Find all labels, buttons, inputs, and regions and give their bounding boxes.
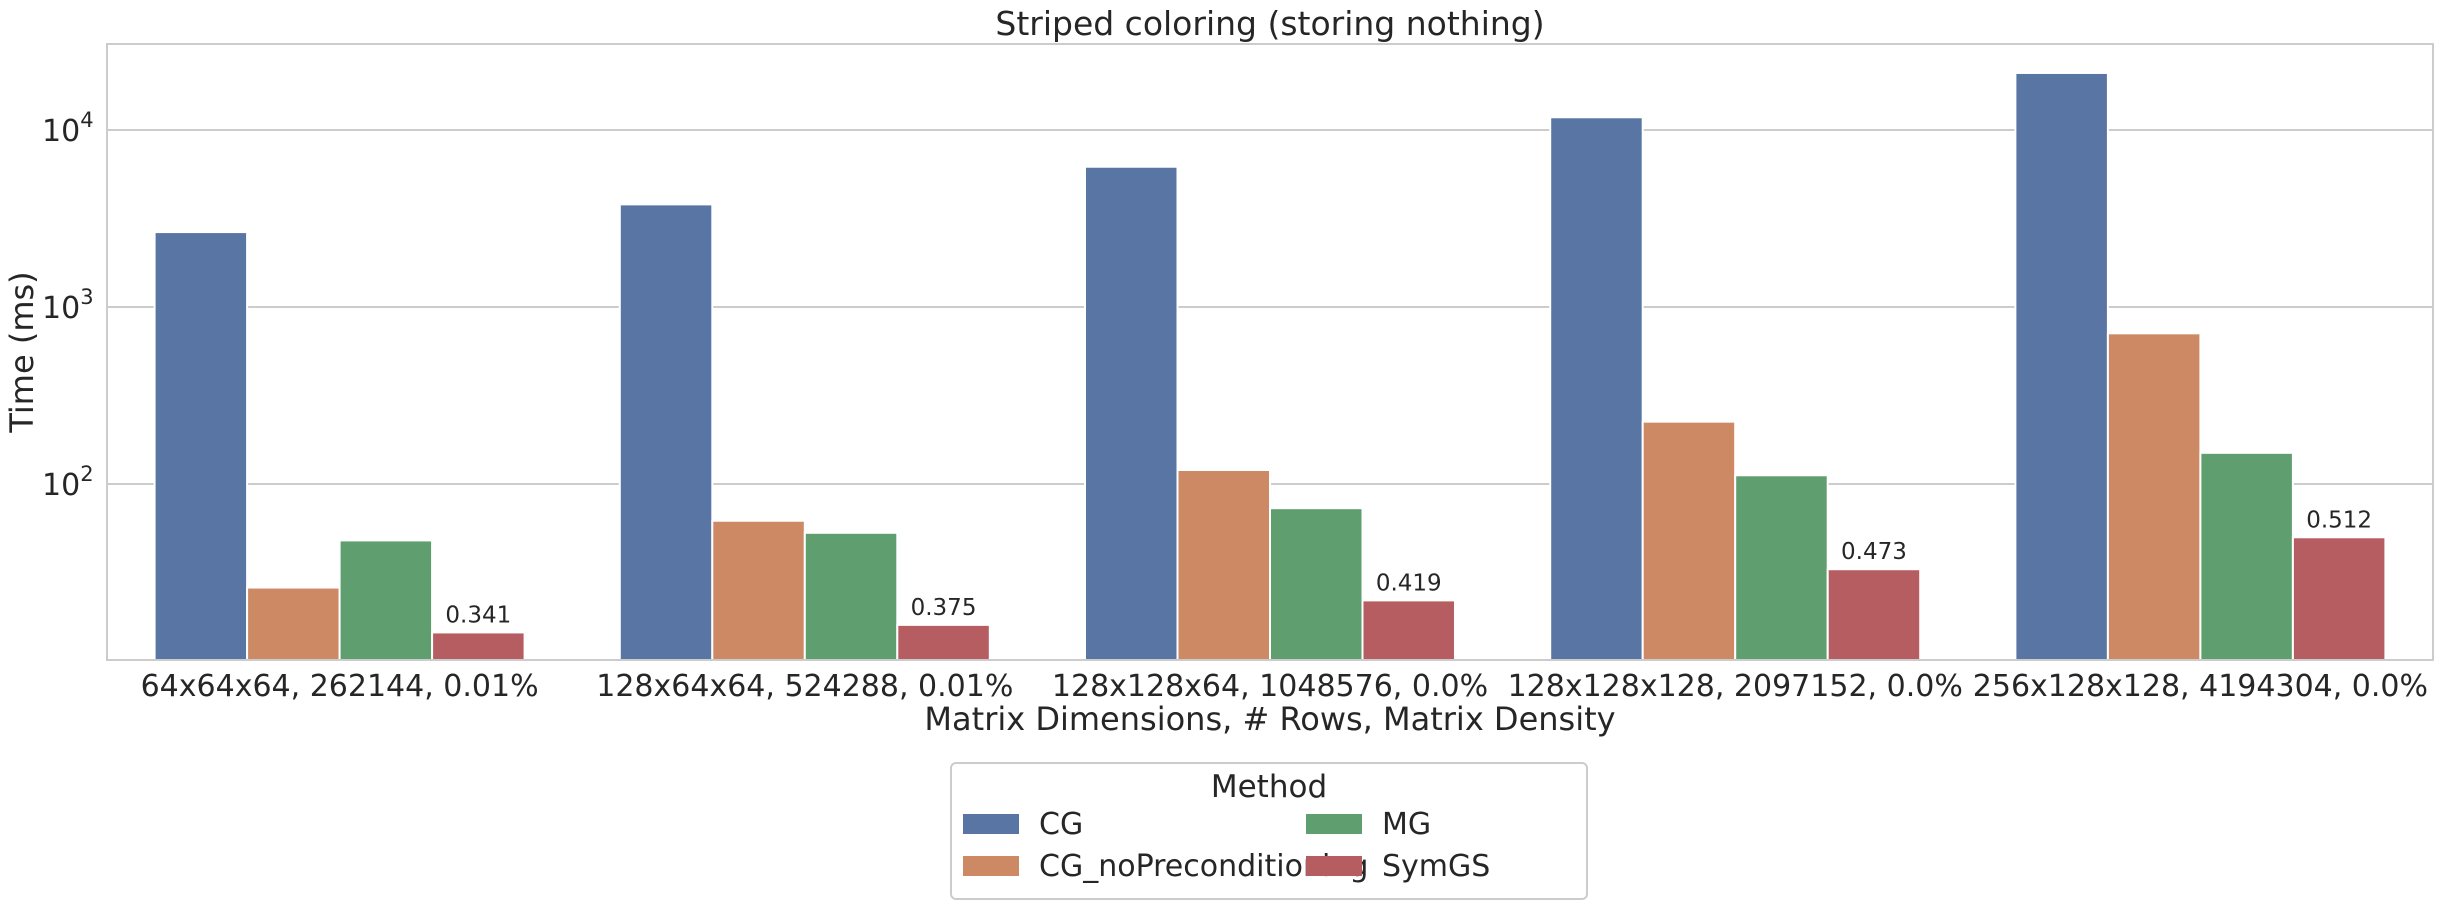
legend-swatch bbox=[1306, 814, 1362, 834]
x-tick-label: 256x128x128, 4194304, 0.0% bbox=[1973, 669, 2428, 704]
bar-cg bbox=[2014, 71, 2109, 662]
plot-area bbox=[106, 43, 2434, 661]
legend-label: CG bbox=[1039, 807, 1083, 842]
bar-cg bbox=[153, 231, 249, 661]
bar-symgs bbox=[2291, 536, 2387, 661]
bar-cg bbox=[1549, 116, 1644, 662]
bar-symgs bbox=[1826, 568, 1922, 661]
bar-value-label: 0.512 bbox=[2306, 507, 2372, 533]
bar-mg bbox=[1734, 474, 1829, 662]
y-tick-label: 103 bbox=[42, 285, 94, 326]
bar-cg-nopreconditioning bbox=[2106, 332, 2202, 661]
bar-mg bbox=[1269, 507, 1364, 662]
x-tick-label: 128x128x64, 1048576, 0.0% bbox=[1052, 669, 1488, 704]
x-axis-label: Matrix Dimensions, # Rows, Matrix Densit… bbox=[924, 700, 1615, 738]
bar-mg bbox=[338, 539, 434, 661]
chart-title: Striped coloring (storing nothing) bbox=[995, 4, 1544, 43]
legend-label: MG bbox=[1382, 807, 1431, 842]
legend-swatch bbox=[963, 814, 1019, 834]
bars bbox=[153, 71, 2387, 662]
y-tick-label: 104 bbox=[42, 108, 94, 149]
bar-cg-nopreconditioning bbox=[1641, 420, 1737, 661]
bar-value-label: 0.375 bbox=[911, 595, 977, 621]
bar-cg-nopreconditioning bbox=[246, 586, 341, 662]
x-tick-label: 64x64x64, 262144, 0.01% bbox=[141, 669, 539, 704]
legend-title: Method bbox=[1211, 769, 1327, 805]
x-tick-label: 128x64x64, 524288, 0.01% bbox=[596, 669, 1013, 704]
bar-symgs bbox=[896, 623, 991, 662]
bar-symgs bbox=[431, 631, 526, 662]
bar-labels: 0.341 0.375 0.419 0.473 0.512 bbox=[445, 507, 2372, 628]
y-axis-label: Time (ms) bbox=[3, 271, 41, 433]
bar-value-label: 0.341 bbox=[445, 602, 511, 628]
bar-cg bbox=[618, 203, 714, 661]
bar-mg bbox=[2199, 451, 2294, 661]
bar-value-label: 0.419 bbox=[1376, 570, 1442, 596]
y-tick-label: 102 bbox=[42, 462, 94, 503]
bar-mg bbox=[803, 531, 899, 661]
bar-cg-nopreconditioning bbox=[711, 519, 806, 661]
legend-swatch bbox=[963, 856, 1019, 876]
bar-cg bbox=[1084, 165, 1179, 661]
x-ticks: 64x64x64, 262144, 0.01% 128x64x64, 524288… bbox=[141, 669, 2428, 704]
bar-cg-nopreconditioning bbox=[1176, 468, 1271, 661]
bar-value-label: 0.473 bbox=[1841, 539, 1907, 565]
y-ticks: 102 103 104 bbox=[42, 108, 94, 503]
legend-label: SymGS bbox=[1382, 849, 1490, 884]
bar-symgs bbox=[1361, 599, 1456, 661]
legend-frame bbox=[950, 762, 1588, 900]
x-tick-label: 128x128x128, 2097152, 0.0% bbox=[1508, 669, 1963, 704]
legend-swatch bbox=[1306, 856, 1362, 876]
